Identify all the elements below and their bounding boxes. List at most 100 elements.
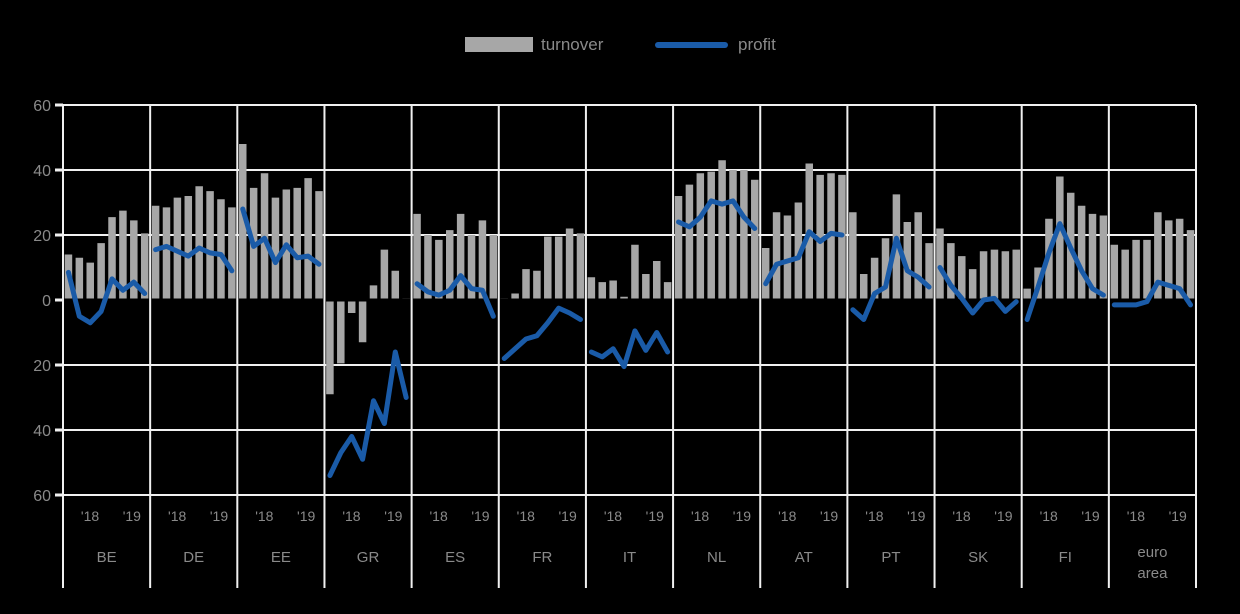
gridline-h — [63, 494, 1196, 496]
profit-line — [588, 328, 671, 370]
turnover-bar — [772, 212, 781, 300]
x-tick-label-year2: '19 — [123, 508, 141, 524]
y-tick-label: 0 — [42, 293, 51, 310]
turnover-bar — [511, 293, 519, 300]
x-tick-label-year2: '19 — [471, 508, 489, 524]
x-tick-label-year1: '18 — [1040, 508, 1058, 524]
x-tick-label-year1: '18 — [81, 508, 99, 524]
gridline-h — [63, 234, 1196, 236]
turnover-bar — [1023, 288, 1031, 300]
turnover-bar — [228, 207, 236, 300]
turnover-bar — [1175, 218, 1184, 300]
turnover-bar — [315, 191, 323, 300]
x-tick-label-year1: '18 — [430, 508, 448, 524]
panel-country-label: GR — [357, 549, 380, 566]
y-tick-label: 40 — [33, 163, 51, 180]
panel-divider — [236, 105, 239, 588]
turnover-bar — [576, 233, 585, 300]
panel-country-label: FR — [532, 549, 552, 566]
x-tick-label-year2: '19 — [907, 508, 925, 524]
legend-profit-line-swatch — [655, 42, 728, 48]
turnover-bar — [936, 228, 944, 300]
panel-country-label: PT — [881, 549, 900, 566]
turnover-bar — [598, 282, 607, 300]
turnover-bar — [151, 205, 160, 300]
x-tick-label-year2: '19 — [646, 508, 664, 524]
turnover-bar — [696, 173, 705, 300]
panel-divider — [933, 105, 936, 588]
turnover-bar — [1110, 244, 1119, 300]
panel-country-label: NL — [707, 549, 726, 566]
x-tick-label-year2: '19 — [733, 508, 751, 524]
panel-divider — [759, 105, 762, 588]
profit-line — [327, 349, 409, 478]
turnover-bar — [119, 210, 127, 300]
panel-divider — [323, 105, 326, 588]
y-tick-label: 20 — [33, 358, 51, 375]
turnover-bar — [783, 215, 792, 300]
panel-country-label: EE — [271, 549, 291, 566]
turnover-bar — [326, 300, 334, 395]
profit-line — [240, 206, 322, 267]
turnover-bar — [794, 202, 803, 300]
x-tick-label-year2: '19 — [1081, 508, 1099, 524]
turnover-bar — [620, 296, 628, 300]
y-tick-label: 60 — [33, 488, 51, 505]
turnover-bar — [1099, 215, 1108, 300]
x-tick-label-year1: '18 — [168, 508, 186, 524]
x-tick-label-year1: '18 — [517, 508, 535, 524]
turnover-bar — [565, 228, 574, 300]
turnover-bar — [380, 249, 389, 300]
turnover-bar — [478, 220, 487, 300]
turnover-bar — [1056, 176, 1064, 300]
turnover-bar — [870, 257, 879, 300]
turnover-bar — [337, 300, 345, 364]
turnover-bar — [358, 300, 367, 343]
turnover-bar — [206, 191, 214, 300]
turnover-bar — [195, 186, 203, 300]
turnover-bar — [663, 282, 672, 300]
turnover-bar — [217, 199, 225, 300]
legend-profit-label: profit — [738, 35, 776, 54]
profit-line — [763, 229, 845, 287]
turnover-bar — [86, 262, 94, 300]
turnover-bar — [467, 235, 476, 300]
panel-divider — [584, 105, 587, 588]
turnover-bar — [718, 160, 726, 300]
turnover-bar — [369, 285, 378, 300]
turnover-bar — [925, 243, 933, 300]
turnover-bar — [827, 173, 835, 300]
turnover-bar — [958, 256, 966, 300]
turnover-bar — [1088, 213, 1097, 300]
zero-line — [63, 298, 1196, 302]
y-tick-mark — [55, 103, 63, 107]
panel-divider — [846, 105, 849, 588]
turnover-bar — [413, 213, 421, 300]
panel-country-label: euro area — [1137, 544, 1168, 582]
turnover-bar — [881, 238, 890, 300]
turnover-bar — [271, 197, 280, 300]
turnover-bar — [293, 187, 301, 300]
turnover-bar — [140, 233, 149, 300]
y-tick-mark — [55, 493, 63, 497]
x-tick-label-year2: '19 — [820, 508, 838, 524]
x-tick-label-year2: '19 — [558, 508, 576, 524]
y-tick-mark — [55, 233, 63, 237]
gridline-h — [63, 429, 1196, 431]
turnover-bar — [108, 217, 116, 300]
profit-line — [1111, 279, 1194, 308]
turnover-bar — [239, 144, 247, 300]
profit-line — [937, 265, 1019, 316]
turnover-bar — [435, 239, 443, 300]
y-tick-mark — [55, 168, 63, 172]
turnover-bar — [1165, 220, 1173, 300]
turnover-bar — [587, 277, 596, 300]
turnover-bar — [1154, 212, 1162, 300]
panel-country-label: SK — [968, 549, 988, 566]
panel-divider — [1020, 105, 1023, 588]
x-tick-label-year2: '19 — [297, 508, 315, 524]
turnover-bar — [304, 178, 312, 300]
turnover-bar — [489, 235, 498, 300]
